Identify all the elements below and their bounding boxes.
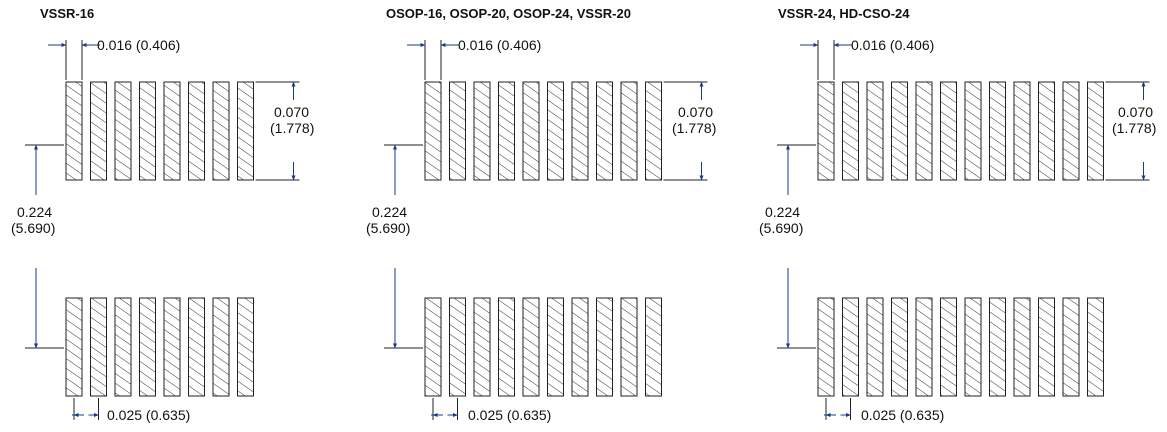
top-pad-row [424, 81, 662, 181]
package-title: OSOP-16, OSOP-20, OSOP-24, VSSR-20 [386, 6, 631, 21]
top-pad [90, 81, 107, 181]
top-pad [571, 81, 589, 181]
bottom-pad [65, 297, 83, 397]
top-pad [866, 81, 884, 181]
bottom-pad [212, 297, 230, 397]
top-pad [237, 81, 254, 181]
bottom-pad [817, 297, 835, 397]
top-pad-row [817, 81, 1104, 181]
dimension-lines [25, 40, 300, 420]
top-pad [449, 81, 466, 181]
top-pad [547, 81, 564, 181]
bottom-pad [1038, 297, 1055, 397]
top-pad [940, 81, 957, 181]
package-vssr-24-hd-cso-24: VSSR-24, HD-CSO-24 0.016 (0.406) 0.070 (… [759, 6, 1156, 423]
bottom-pad [547, 297, 564, 397]
bottom-pad [645, 297, 662, 397]
lead-pitch-label: 0.025 (0.635) [107, 407, 190, 423]
top-pad [620, 81, 638, 181]
pad-length-label-inch: 0.070 [678, 104, 713, 120]
bottom-pad [620, 297, 638, 397]
pad-pitch-label: 0.016 (0.406) [851, 37, 934, 53]
lead-pitch-label: 0.025 (0.635) [468, 407, 551, 423]
dimension-lines [384, 40, 708, 420]
package-osop-vssr-20: OSOP-16, OSOP-20, OSOP-24, VSSR-20 0.016… [366, 6, 716, 423]
lead-pitch-label: 0.025 (0.635) [861, 407, 944, 423]
bottom-pad [1013, 297, 1031, 397]
bottom-pad [449, 297, 466, 397]
top-pad [1013, 81, 1031, 181]
top-pad [212, 81, 230, 181]
bottom-pad [139, 297, 156, 397]
top-pad [1038, 81, 1055, 181]
top-pad [964, 81, 982, 181]
row-spacing-label-inch: 0.224 [372, 204, 407, 220]
package-title: VSSR-16 [40, 6, 94, 21]
top-pad [522, 81, 540, 181]
top-pad [163, 81, 181, 181]
row-spacing-label-mm: (5.690) [11, 220, 55, 236]
bottom-pad [571, 297, 589, 397]
top-pad [188, 81, 205, 181]
pad-pitch-label: 0.016 (0.406) [458, 37, 541, 53]
top-pad [473, 81, 491, 181]
package-title: VSSR-24, HD-CSO-24 [778, 6, 910, 21]
bottom-pad [473, 297, 491, 397]
bottom-pad [596, 297, 613, 397]
top-pad-row [65, 81, 254, 181]
bottom-pad [1062, 297, 1080, 397]
top-pad [989, 81, 1006, 181]
row-spacing-label-inch: 0.224 [17, 204, 52, 220]
bottom-pad [114, 297, 132, 397]
row-spacing-label-mm: (5.690) [759, 220, 803, 236]
bottom-pad [891, 297, 908, 397]
top-pad [1062, 81, 1080, 181]
bottom-pad [188, 297, 205, 397]
top-pad [817, 81, 835, 181]
bottom-pad-row [424, 297, 662, 397]
bottom-pad [1087, 297, 1104, 397]
bottom-pad [163, 297, 181, 397]
top-pad [424, 81, 442, 181]
bottom-pad [915, 297, 933, 397]
dimension-lines [777, 40, 1150, 420]
bottom-pad [989, 297, 1006, 397]
pad-length-label-mm: (1.778) [1112, 120, 1156, 136]
bottom-pad [90, 297, 107, 397]
top-pad [65, 81, 83, 181]
pad-pitch-label: 0.016 (0.406) [97, 37, 180, 53]
top-pad [891, 81, 908, 181]
bottom-pad [866, 297, 884, 397]
bottom-pad [237, 297, 254, 397]
top-pad [1087, 81, 1104, 181]
row-spacing-label-inch: 0.224 [765, 204, 800, 220]
top-pad [498, 81, 515, 181]
package-vssr-16: VSSR-16 0.016 (0.406) 0.070 (1.778) 0.22… [11, 6, 314, 423]
pad-length-label-inch: 0.070 [274, 104, 309, 120]
row-spacing-label-mm: (5.690) [366, 220, 410, 236]
bottom-pad [424, 297, 442, 397]
bottom-pad [842, 297, 859, 397]
top-pad [915, 81, 933, 181]
top-pad [114, 81, 132, 181]
bottom-pad [498, 297, 515, 397]
bottom-pad-row [65, 297, 254, 397]
bottom-pad [522, 297, 540, 397]
pad-length-label-mm: (1.778) [672, 120, 716, 136]
pad-length-label-mm: (1.778) [270, 120, 314, 136]
top-pad [596, 81, 613, 181]
bottom-pad [964, 297, 982, 397]
top-pad [139, 81, 156, 181]
top-pad [842, 81, 859, 181]
top-pad [645, 81, 662, 181]
pad-length-label-inch: 0.070 [1118, 104, 1153, 120]
bottom-pad-row [817, 297, 1104, 397]
bottom-pad [940, 297, 957, 397]
